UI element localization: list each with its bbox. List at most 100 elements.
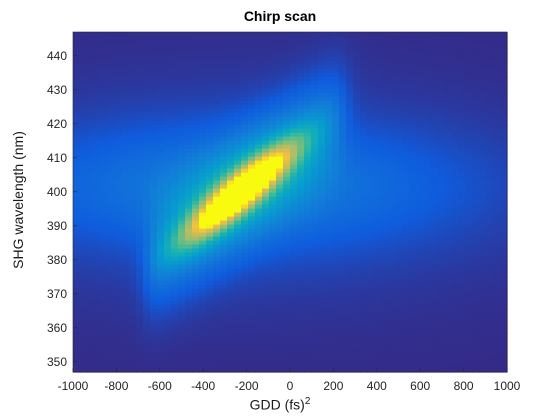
- heatmap-cell: [213, 348, 221, 353]
- heatmap-cell: [276, 152, 284, 157]
- heatmap-cell: [360, 36, 368, 41]
- heatmap-cell: [115, 252, 123, 257]
- heatmap-cell: [101, 152, 109, 157]
- heatmap-cell: [339, 148, 347, 153]
- heatmap-cell: [388, 128, 396, 133]
- heatmap-cell: [332, 104, 340, 109]
- heatmap-cell: [409, 252, 417, 257]
- heatmap-cell: [367, 164, 375, 169]
- heatmap-cell: [416, 276, 424, 281]
- heatmap-cell: [115, 280, 123, 285]
- heatmap-cell: [241, 192, 249, 197]
- heatmap-cell: [367, 288, 375, 293]
- heatmap-cell: [234, 204, 242, 209]
- heatmap-cell: [339, 208, 347, 213]
- heatmap-cell: [465, 280, 473, 285]
- heatmap-cell: [297, 356, 305, 361]
- heatmap-cell: [367, 224, 375, 229]
- heatmap-cell: [409, 152, 417, 157]
- heatmap-cell: [367, 244, 375, 249]
- heatmap-cell: [241, 60, 249, 65]
- heatmap-cell: [360, 236, 368, 241]
- heatmap-cell: [360, 232, 368, 237]
- heatmap-cell: [339, 68, 347, 73]
- heatmap-cell: [325, 184, 333, 189]
- heatmap-cell: [220, 36, 228, 41]
- heatmap-cell: [262, 256, 270, 261]
- heatmap-cell: [402, 312, 410, 317]
- heatmap-cell: [360, 300, 368, 305]
- heatmap-cell: [283, 364, 291, 369]
- heatmap-cell: [101, 92, 109, 97]
- heatmap-cell: [409, 308, 417, 313]
- heatmap-cell: [234, 56, 242, 61]
- heatmap-cell: [423, 232, 431, 237]
- heatmap-cell: [325, 56, 333, 61]
- heatmap-cell: [311, 360, 319, 365]
- heatmap-cell: [234, 336, 242, 341]
- heatmap-cell: [269, 48, 277, 53]
- heatmap-cell: [458, 156, 466, 161]
- heatmap-cell: [353, 104, 361, 109]
- heatmap-cell: [297, 68, 305, 73]
- heatmap-cell: [157, 252, 165, 257]
- heatmap-cell: [290, 72, 298, 77]
- heatmap-cell: [409, 60, 417, 65]
- heatmap-cell: [388, 332, 396, 337]
- heatmap-cell: [199, 152, 207, 157]
- heatmap-cell: [416, 272, 424, 277]
- heatmap-cell: [325, 204, 333, 209]
- heatmap-cell: [437, 344, 445, 349]
- heatmap-cell: [332, 208, 340, 213]
- heatmap-cell: [451, 288, 459, 293]
- heatmap-cell: [367, 120, 375, 125]
- heatmap-cell: [234, 352, 242, 357]
- heatmap-cell: [444, 52, 452, 57]
- heatmap-cell: [185, 76, 193, 81]
- heatmap-cell: [255, 352, 263, 357]
- heatmap-cell: [283, 212, 291, 217]
- heatmap-cell: [241, 176, 249, 181]
- heatmap-cell: [409, 340, 417, 345]
- heatmap-cell: [381, 228, 389, 233]
- heatmap-cell: [388, 364, 396, 369]
- heatmap-cell: [136, 68, 144, 73]
- heatmap-cell: [297, 120, 305, 125]
- heatmap-cell: [73, 336, 81, 341]
- heatmap-cell: [332, 96, 340, 101]
- heatmap-cell: [367, 324, 375, 329]
- heatmap-cell: [304, 356, 312, 361]
- heatmap-cell: [423, 256, 431, 261]
- heatmap-cell: [339, 300, 347, 305]
- heatmap-cell: [360, 188, 368, 193]
- heatmap-cell: [80, 232, 88, 237]
- heatmap-cell: [227, 36, 235, 41]
- heatmap-cell: [395, 364, 403, 369]
- heatmap-cell: [234, 128, 242, 133]
- heatmap-cell: [311, 128, 319, 133]
- heatmap-cell: [332, 200, 340, 205]
- heatmap-cell: [143, 200, 151, 205]
- heatmap-cell: [444, 72, 452, 77]
- heatmap-cell: [227, 364, 235, 369]
- heatmap-cell: [311, 44, 319, 49]
- heatmap-cell: [101, 236, 109, 241]
- heatmap-cell: [269, 164, 277, 169]
- heatmap-cell: [311, 168, 319, 173]
- heatmap-cell: [241, 64, 249, 69]
- heatmap-cell: [122, 72, 130, 77]
- heatmap-cell: [269, 84, 277, 89]
- heatmap-cell: [80, 196, 88, 201]
- heatmap-cell: [465, 44, 473, 49]
- heatmap-cell: [346, 264, 354, 269]
- heatmap-cell: [416, 204, 424, 209]
- heatmap-cell: [248, 212, 256, 217]
- heatmap-cell: [367, 40, 375, 45]
- heatmap-cell: [283, 80, 291, 85]
- heatmap-cell: [255, 280, 263, 285]
- heatmap-cell: [220, 356, 228, 361]
- heatmap-cell: [374, 184, 382, 189]
- heatmap-cell: [374, 76, 382, 81]
- heatmap-cell: [290, 340, 298, 345]
- heatmap-cell: [227, 316, 235, 321]
